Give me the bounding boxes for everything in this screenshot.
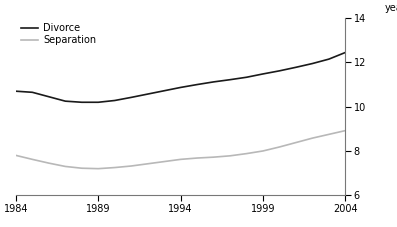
Separation <box>129 165 134 167</box>
Divorce <box>178 86 183 89</box>
Divorce <box>46 95 51 98</box>
Line: Separation: Separation <box>16 131 345 169</box>
Divorce <box>13 90 18 93</box>
Divorce <box>327 58 331 60</box>
Separation <box>244 152 249 155</box>
Divorce <box>211 81 216 83</box>
Separation <box>112 166 117 169</box>
Separation <box>343 129 348 132</box>
Separation <box>13 154 18 157</box>
Separation <box>195 157 199 159</box>
Separation <box>145 163 150 165</box>
Divorce <box>112 99 117 102</box>
Separation <box>63 165 68 168</box>
Divorce <box>30 91 35 94</box>
Divorce <box>145 93 150 95</box>
Divorce <box>129 96 134 99</box>
Divorce <box>244 76 249 79</box>
Separation <box>79 167 84 170</box>
Divorce <box>162 89 167 92</box>
Separation <box>327 133 331 136</box>
Divorce <box>227 78 232 81</box>
Line: Divorce: Divorce <box>16 52 345 102</box>
Divorce <box>79 101 84 104</box>
Legend: Divorce, Separation: Divorce, Separation <box>19 21 98 47</box>
Divorce <box>261 73 266 75</box>
Divorce <box>63 100 68 103</box>
Separation <box>261 150 266 152</box>
Separation <box>162 160 167 163</box>
Divorce <box>310 62 315 65</box>
Divorce <box>343 51 348 54</box>
Divorce <box>96 101 101 104</box>
Divorce <box>195 83 199 86</box>
Text: years: years <box>384 2 397 13</box>
Separation <box>294 141 299 144</box>
Separation <box>277 146 282 148</box>
Separation <box>310 137 315 139</box>
Divorce <box>294 66 299 69</box>
Separation <box>96 167 101 170</box>
Separation <box>178 158 183 161</box>
Divorce <box>277 69 282 72</box>
Separation <box>211 156 216 158</box>
Separation <box>227 154 232 157</box>
Separation <box>46 162 51 165</box>
Separation <box>30 158 35 161</box>
